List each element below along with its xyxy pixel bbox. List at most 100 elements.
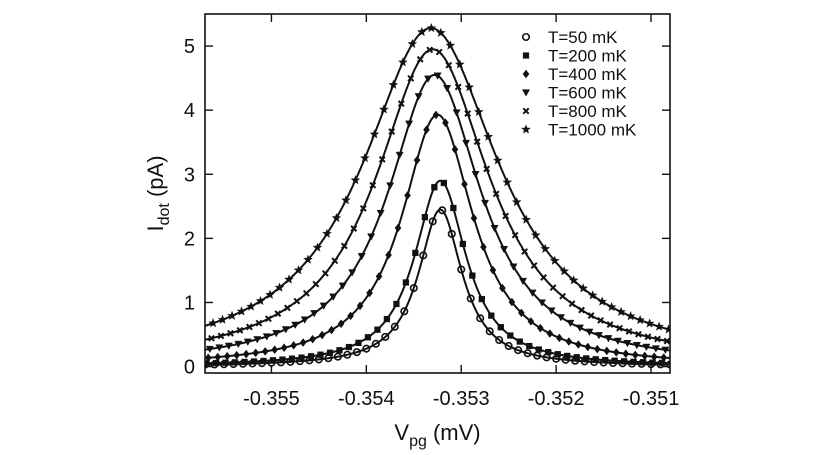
data-point <box>379 104 389 114</box>
data-point <box>450 204 457 212</box>
data-point <box>205 353 212 363</box>
data-point <box>432 110 440 120</box>
data-point <box>298 354 305 361</box>
data-point <box>309 334 316 344</box>
data-point <box>440 179 447 187</box>
data-point <box>511 196 522 207</box>
data-point <box>255 319 263 327</box>
legend: T=50 mKT=200 mKT=400 mKT=600 mKT=800 mKT… <box>521 28 637 140</box>
data-point <box>489 265 497 275</box>
series-line <box>205 208 670 366</box>
data-point <box>516 338 523 345</box>
data-point <box>466 294 475 303</box>
data-point <box>658 359 666 367</box>
data-point <box>504 341 513 350</box>
data-point <box>593 344 601 354</box>
data-point <box>217 314 228 324</box>
data-point <box>205 345 214 354</box>
series-triangle <box>205 72 670 354</box>
legend-marker <box>522 69 530 79</box>
data-point <box>540 274 548 281</box>
data-point <box>480 242 487 252</box>
data-point <box>632 342 641 350</box>
data-point <box>302 289 310 297</box>
data-point <box>331 212 342 223</box>
data-point <box>280 343 288 353</box>
data-point <box>261 347 269 356</box>
data-point <box>312 280 320 288</box>
data-point <box>366 288 373 298</box>
data-point <box>393 300 400 308</box>
data-point <box>483 131 494 141</box>
data-point <box>352 348 361 357</box>
data-point <box>509 263 518 271</box>
data-point <box>568 275 579 285</box>
data-point <box>265 289 275 299</box>
data-point <box>322 228 332 238</box>
data-point <box>404 191 411 200</box>
data-point <box>421 214 429 221</box>
data-point <box>356 301 364 311</box>
data-point <box>283 304 291 312</box>
y-tick-label: 1 <box>184 292 195 314</box>
data-point <box>385 250 392 260</box>
data-point <box>630 358 637 365</box>
data-point <box>416 55 424 63</box>
data-point <box>433 72 442 80</box>
data-point <box>412 249 419 257</box>
data-point <box>274 310 282 318</box>
data-point <box>336 347 343 354</box>
data-point <box>556 314 565 322</box>
data-point <box>471 171 480 179</box>
data-point <box>426 23 437 33</box>
data-point <box>492 190 500 198</box>
series-diamond <box>205 110 670 363</box>
legend-item: T=800 mK <box>522 102 628 121</box>
data-point <box>499 246 509 254</box>
data-point <box>208 318 218 328</box>
data-point <box>642 343 651 352</box>
data-point <box>473 106 484 117</box>
data-point <box>236 306 247 316</box>
data-point <box>423 125 430 135</box>
data-point <box>413 155 421 165</box>
data-point <box>476 314 485 323</box>
data-point <box>511 231 519 239</box>
data-point <box>435 27 446 37</box>
plot-frame <box>204 13 671 374</box>
data-point <box>584 342 592 352</box>
data-point <box>611 357 618 364</box>
data-point <box>566 319 575 328</box>
data-point <box>227 329 234 337</box>
data-point <box>271 345 279 355</box>
data-point <box>371 339 380 348</box>
data-point <box>284 274 294 284</box>
data-point <box>290 340 298 350</box>
data-point <box>492 155 503 165</box>
data-point <box>293 297 301 305</box>
data-point <box>502 212 510 220</box>
data-point <box>530 230 541 240</box>
data-point <box>272 330 281 338</box>
data-point <box>537 299 547 307</box>
data-point <box>252 348 260 358</box>
data-point <box>459 240 466 248</box>
legend-marker <box>522 107 530 115</box>
data-point <box>348 269 357 277</box>
data-point <box>375 272 383 281</box>
data-point <box>321 269 329 277</box>
data-point <box>260 357 267 365</box>
data-point <box>602 356 609 364</box>
data-point <box>253 336 262 344</box>
x-tick-label: -0.351 <box>623 388 680 410</box>
data-point <box>499 283 506 293</box>
data-point <box>452 109 461 117</box>
data-point <box>604 335 613 343</box>
data-point <box>447 229 456 238</box>
data-point <box>319 302 328 310</box>
data-point <box>438 206 447 215</box>
data-point <box>606 301 617 312</box>
data-point <box>547 307 556 315</box>
data-point <box>592 356 599 363</box>
data-point <box>535 346 542 353</box>
